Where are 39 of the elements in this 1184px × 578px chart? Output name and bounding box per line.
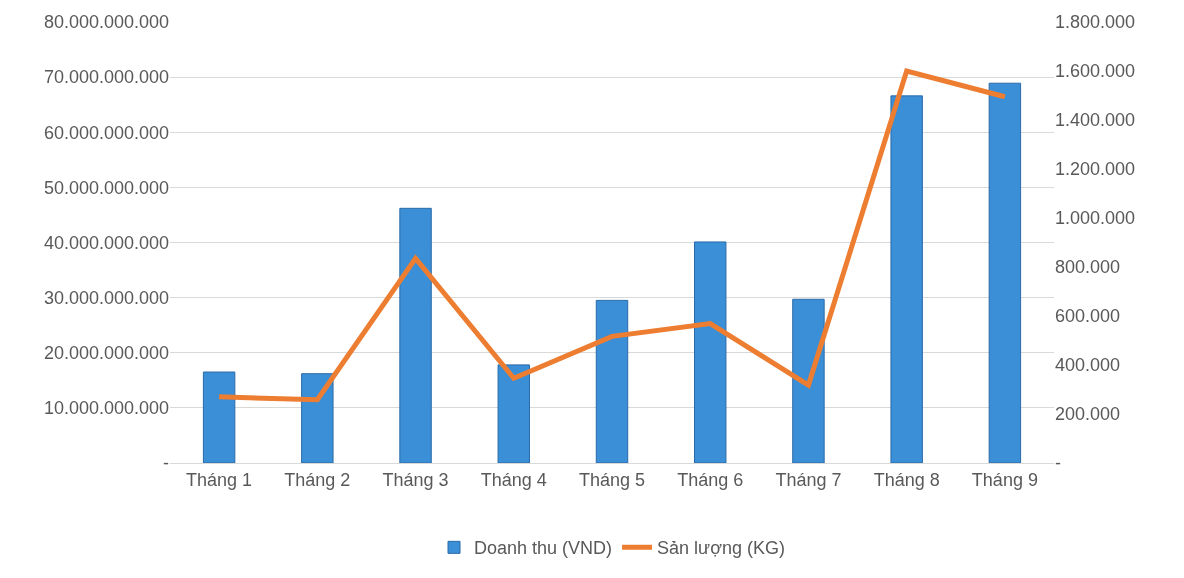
bar xyxy=(399,207,432,463)
y2-tick-label: 1.600.000 xyxy=(1055,61,1136,82)
bar xyxy=(595,299,629,463)
x-tick-label: Tháng 7 xyxy=(775,469,842,490)
y-tick-label: 30.000.000.000 xyxy=(43,287,169,308)
y2-tick-label: 400.000 xyxy=(1055,355,1121,376)
y2-tick-label: 1.200.000 xyxy=(1055,159,1136,180)
y2-tick-label: 1.800.000 xyxy=(1055,12,1136,33)
y2-tick-label: - xyxy=(1055,453,1061,474)
bar xyxy=(890,95,923,463)
y-tick-label: - xyxy=(163,453,169,474)
y2-tick-label: 200.000 xyxy=(1055,404,1121,425)
x-tick-label: Tháng 8 xyxy=(873,469,940,490)
y-tick-label: 50.000.000.000 xyxy=(43,177,169,198)
y-tick-label: 60.000.000.000 xyxy=(43,122,169,143)
y-tick-label: 10.000.000.000 xyxy=(43,398,169,419)
bar xyxy=(497,364,530,463)
y2-tick-label: 1.000.000 xyxy=(1055,208,1136,229)
y-tick-label: 70.000.000.000 xyxy=(43,67,169,88)
x-tick-label: Tháng 3 xyxy=(382,469,449,490)
bar xyxy=(988,82,1022,463)
y2-tick-label: 600.000 xyxy=(1055,306,1121,327)
bar xyxy=(694,241,727,463)
x-tick-label: Tháng 9 xyxy=(971,469,1038,490)
x-tick-label: Tháng 1 xyxy=(186,469,253,490)
x-tick-label: Tháng 5 xyxy=(578,469,646,490)
x-tick-label: Tháng 6 xyxy=(677,469,744,490)
legend-label: Doanh thu (VND) xyxy=(474,538,613,559)
bar xyxy=(792,298,825,463)
bar xyxy=(202,371,236,463)
y2-tick-label: 1.400.000 xyxy=(1055,110,1136,131)
bar xyxy=(301,373,334,463)
y-tick-label: 20.000.000.000 xyxy=(43,343,169,364)
y-tick-label: 80.000.000.000 xyxy=(43,12,169,33)
y-tick-label: 40.000.000.000 xyxy=(43,232,169,253)
x-tick-label: Tháng 4 xyxy=(480,469,547,490)
y2-tick-label: 800.000 xyxy=(1055,257,1121,278)
x-tick-label: Tháng 2 xyxy=(284,469,351,490)
legend-label: Sản lượng (KG) xyxy=(657,538,785,559)
